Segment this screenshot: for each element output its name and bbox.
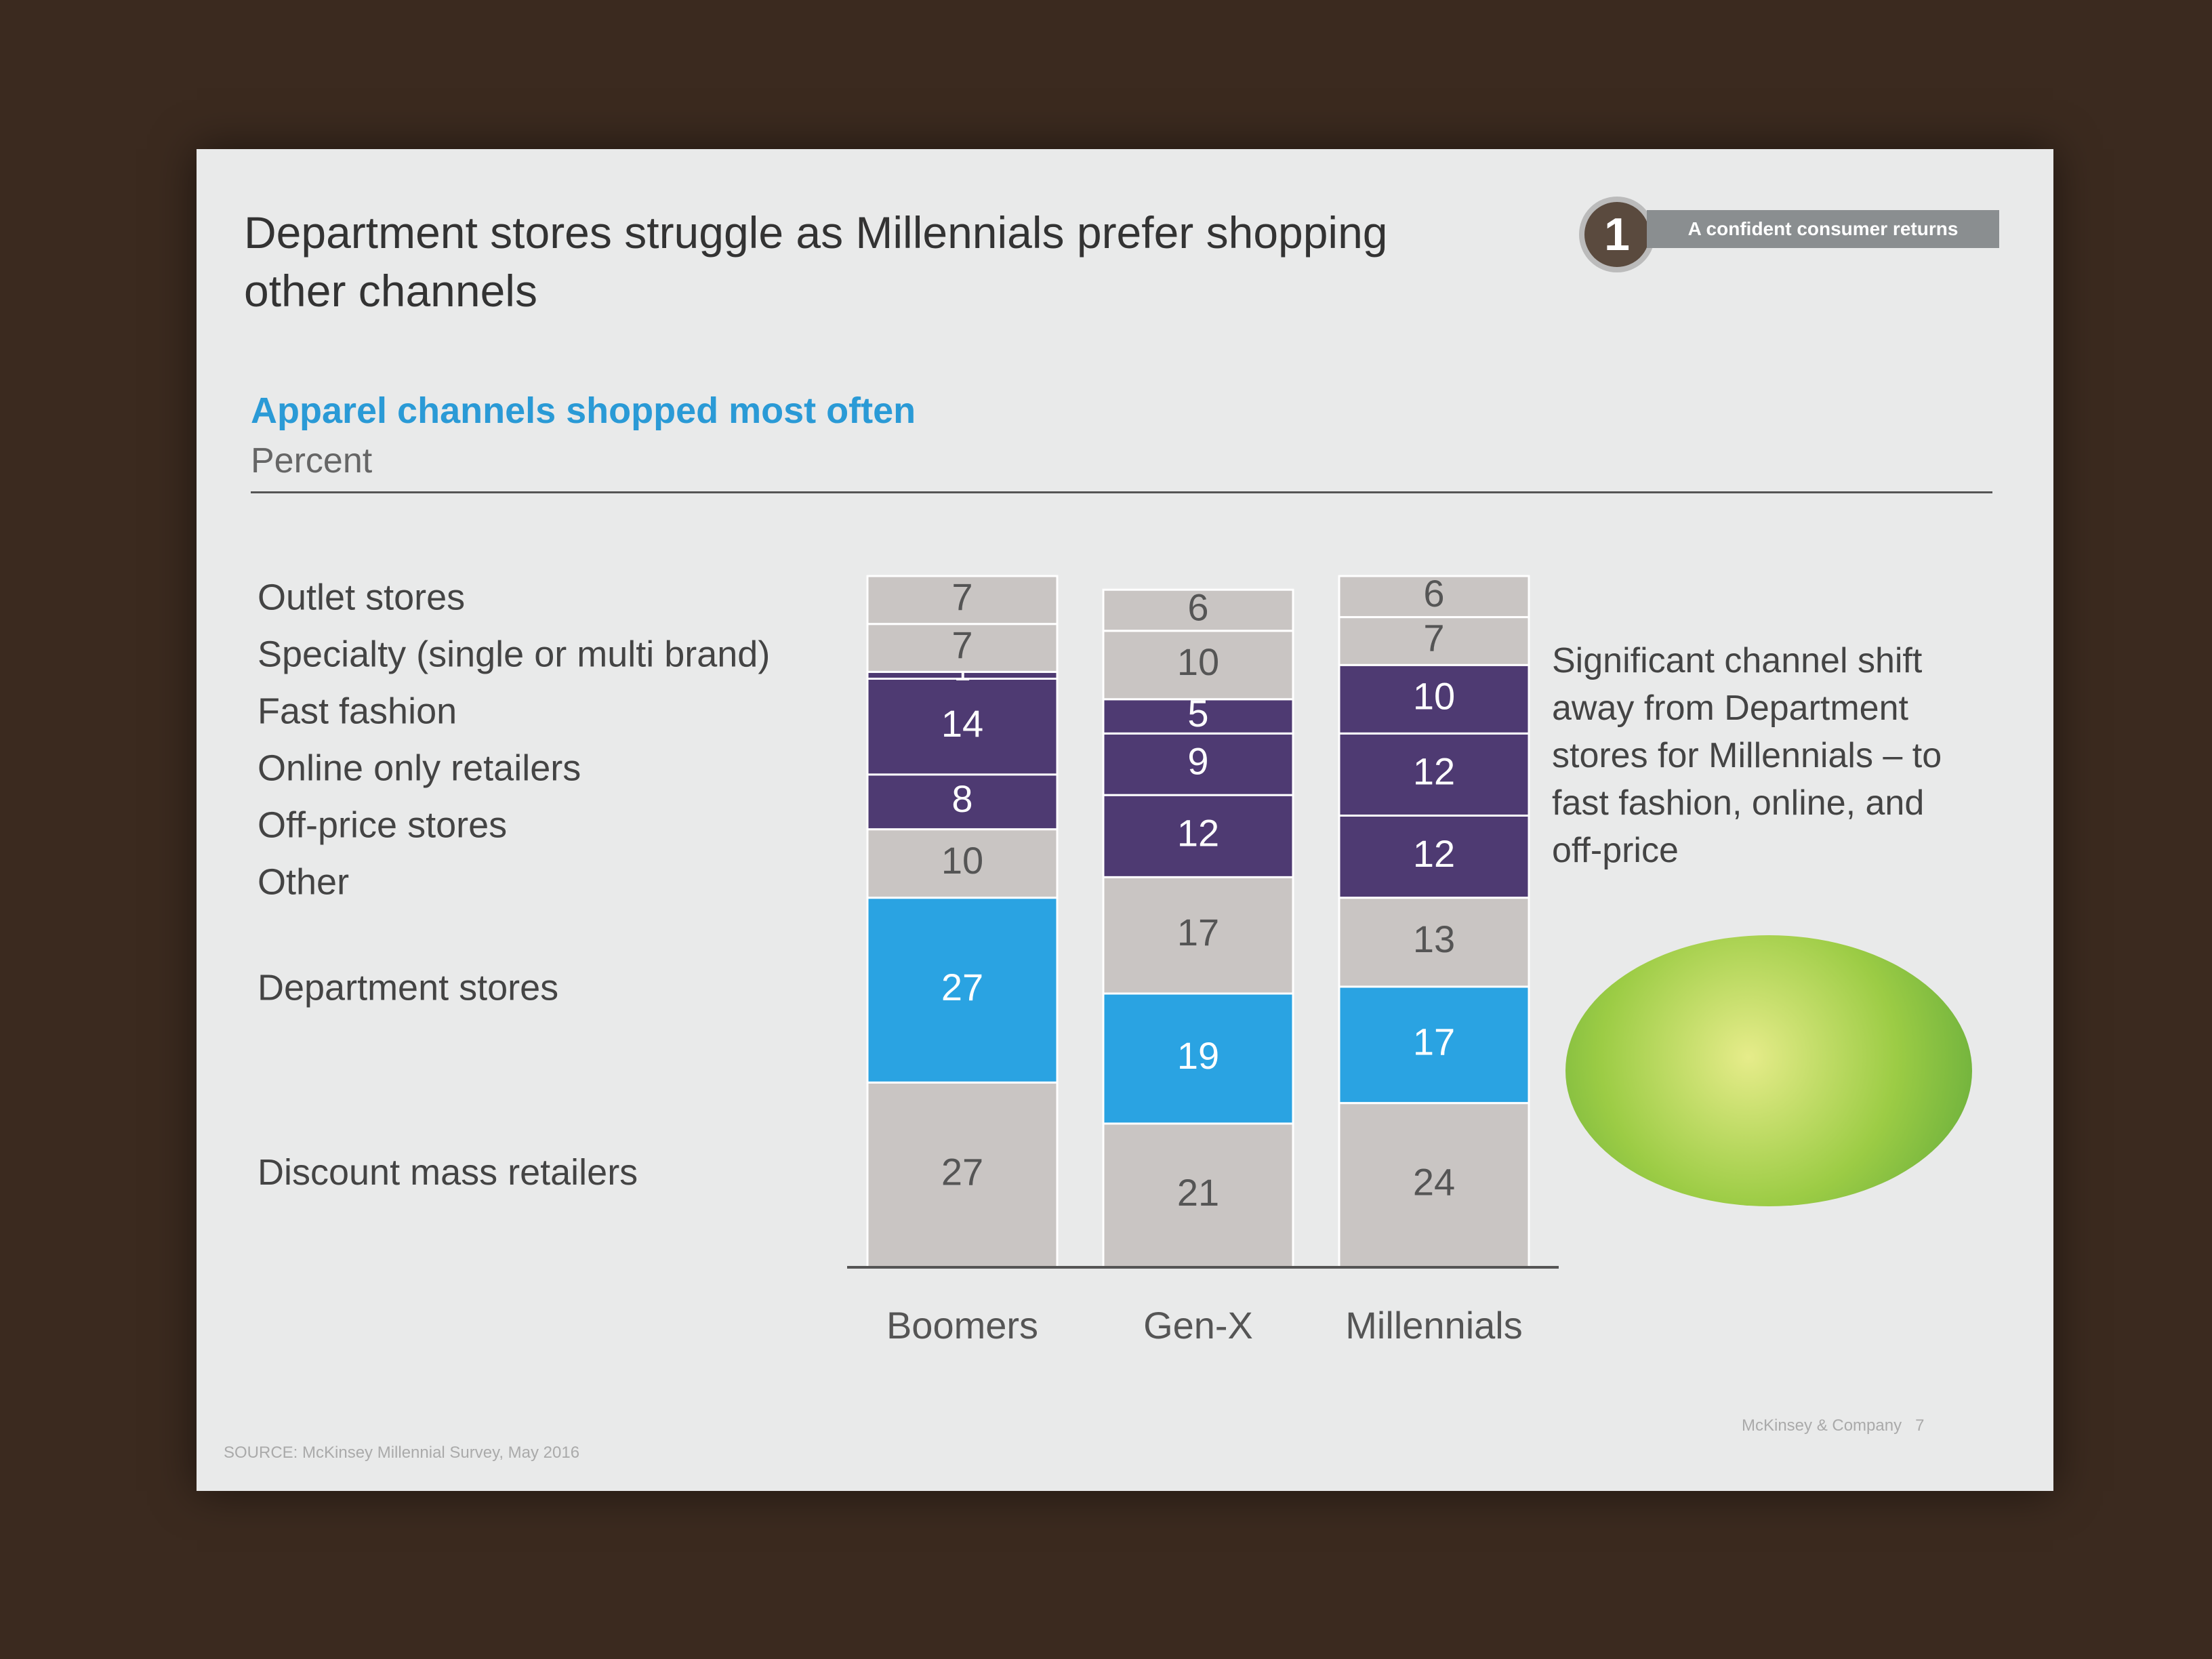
source: SOURCE: McKinsey Millennial Survey, May … bbox=[224, 1443, 580, 1462]
bar-segment bbox=[866, 623, 1059, 673]
value-label: 7 bbox=[951, 575, 972, 618]
value-label: 7 bbox=[951, 623, 972, 666]
bar-segment bbox=[1102, 588, 1294, 632]
value-label: 6 bbox=[1187, 586, 1208, 628]
bar-segment bbox=[1102, 876, 1294, 995]
legend-label: Off-price stores bbox=[258, 805, 507, 846]
value-label: 10 bbox=[1413, 675, 1455, 718]
note: Significant channel shift away from Depa… bbox=[1552, 641, 1942, 870]
unit-label: Percent bbox=[251, 441, 373, 480]
chart-subtitle: Apparel channels shopped most often bbox=[251, 390, 916, 431]
bar-segment bbox=[866, 897, 1059, 1084]
x-tick-label: Boomers bbox=[886, 1304, 1038, 1347]
value-label: 12 bbox=[1177, 812, 1219, 855]
value-label: 13 bbox=[1413, 918, 1455, 960]
chart: 272710814177Boomers2119171295106Gen-X241… bbox=[258, 572, 1559, 1347]
illustration bbox=[1565, 935, 1972, 1206]
legend-label: Other bbox=[258, 862, 349, 903]
badge-number: 1 bbox=[1579, 197, 1655, 272]
value-label: 24 bbox=[1413, 1161, 1455, 1204]
legend-label: Department stores bbox=[258, 967, 558, 1008]
value-label: 17 bbox=[1413, 1021, 1455, 1063]
bar-segment bbox=[1102, 1122, 1294, 1269]
x-tick-label: Gen-X bbox=[1143, 1304, 1253, 1347]
value-label: 14 bbox=[941, 702, 983, 745]
footer: McKinsey & Company 7 bbox=[1742, 1416, 1924, 1435]
value-label: 27 bbox=[941, 1150, 983, 1193]
slide: Department stores struggle as Millennial… bbox=[197, 149, 2053, 1491]
bar-segment bbox=[1338, 985, 1530, 1105]
page-number: 7 bbox=[1915, 1416, 1925, 1435]
value-label: 8 bbox=[951, 777, 972, 820]
value-label: 21 bbox=[1177, 1171, 1219, 1214]
rule bbox=[251, 491, 1992, 493]
legend-label: Specialty (single or multi brand) bbox=[258, 634, 770, 675]
bar-segment bbox=[866, 1081, 1059, 1269]
value-label: 10 bbox=[1177, 640, 1219, 683]
legend-label: Outlet stores bbox=[258, 577, 465, 618]
chart-title: Department stores struggle as Millennial… bbox=[244, 207, 1388, 316]
value-label: 27 bbox=[941, 966, 983, 1008]
bar-segment bbox=[1102, 732, 1294, 796]
value-label: 12 bbox=[1413, 750, 1455, 793]
bar-segment bbox=[1338, 897, 1530, 988]
value-label: 19 bbox=[1177, 1034, 1219, 1077]
legend-label: Discount mass retailers bbox=[258, 1152, 638, 1193]
bar-segment bbox=[866, 828, 1059, 899]
value-label: 12 bbox=[1413, 832, 1455, 875]
company: McKinsey & Company bbox=[1742, 1416, 1902, 1435]
value-label: 7 bbox=[1423, 617, 1444, 659]
legend-label: Fast fashion bbox=[258, 691, 457, 732]
value-label: 17 bbox=[1177, 911, 1219, 954]
value-label: 10 bbox=[941, 839, 983, 882]
value-label: 6 bbox=[1423, 572, 1444, 615]
bar-segment bbox=[866, 575, 1059, 626]
legend-label: Online only retailers bbox=[258, 748, 581, 789]
badge-text: A confident consumer returns bbox=[1647, 210, 1999, 248]
bar-segment bbox=[1338, 575, 1530, 619]
x-tick-label: Millennials bbox=[1345, 1304, 1522, 1347]
bar-segment bbox=[1338, 616, 1530, 666]
bar-segment bbox=[1338, 1102, 1530, 1269]
bar-segment bbox=[1102, 992, 1294, 1125]
value-label: 9 bbox=[1187, 740, 1208, 783]
